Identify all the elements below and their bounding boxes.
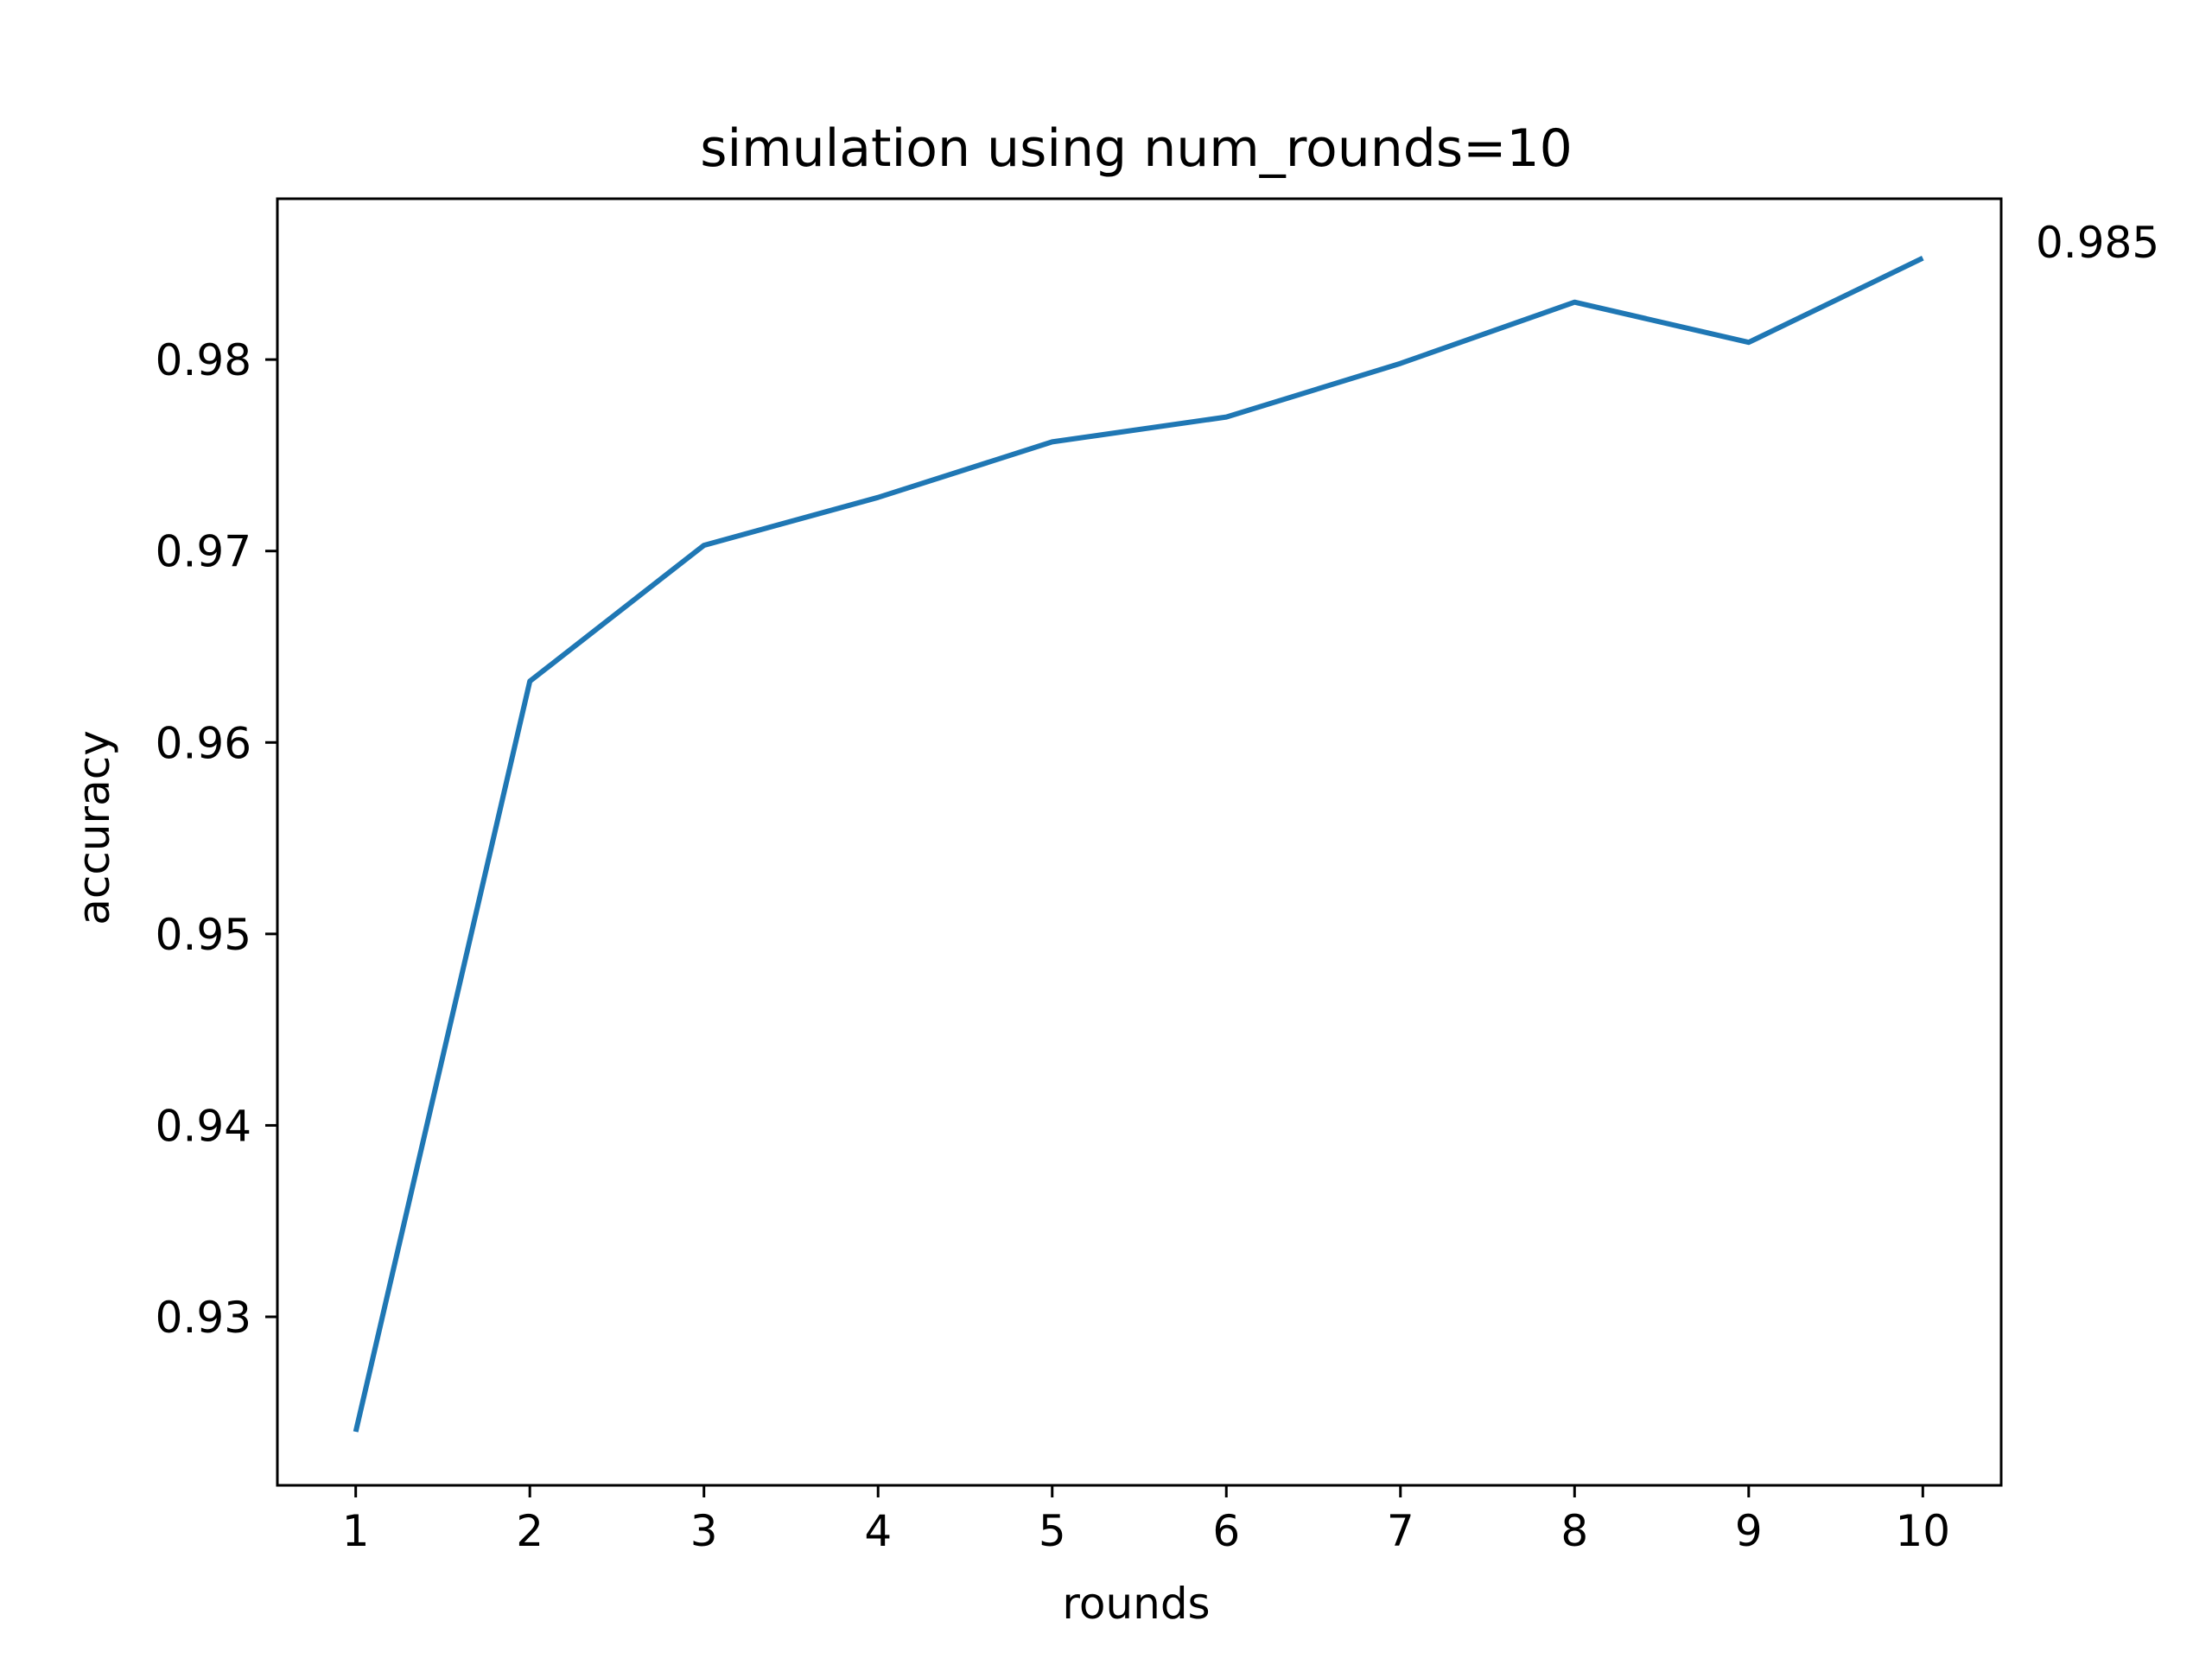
y-axis-ticks: 0.93 0.94 0.95 0.96 0.97 0.98: [156, 335, 277, 1343]
y-tick-label: 0.98: [156, 335, 251, 385]
series-line-0: [353, 255, 1924, 1433]
x-tick-label: 1: [342, 1506, 370, 1556]
x-tick-label: 9: [1735, 1506, 1763, 1556]
plot-area: [276, 197, 2003, 1487]
y-tick-label: 0.94: [156, 1101, 251, 1151]
y-tick-label: 0.97: [156, 527, 251, 577]
x-tick-label: 4: [864, 1506, 892, 1556]
axes-frame: [276, 197, 2003, 1487]
y-tick-label: 0.96: [156, 718, 251, 768]
x-tick-label: 8: [1560, 1506, 1588, 1556]
y-axis-label: accuracy: [69, 730, 119, 925]
y-tick-label: 0.93: [156, 1293, 251, 1343]
chart-title: simulation using num_rounds=10: [700, 118, 1573, 179]
y-tick-label: 0.95: [156, 910, 251, 960]
last-value-annotation: 0.985: [2036, 218, 2159, 268]
x-tick-label: 10: [1896, 1506, 1951, 1556]
x-tick-label: 5: [1039, 1506, 1066, 1556]
x-tick-label: 7: [1387, 1506, 1414, 1556]
x-tick-label: 3: [690, 1506, 718, 1556]
x-axis-ticks: 1 2 3 4 5 6 7 8 9 10: [342, 1485, 1950, 1556]
x-axis-label: rounds: [1062, 1579, 1210, 1629]
x-tick-label: 2: [516, 1506, 543, 1556]
x-tick-label: 6: [1212, 1506, 1240, 1556]
